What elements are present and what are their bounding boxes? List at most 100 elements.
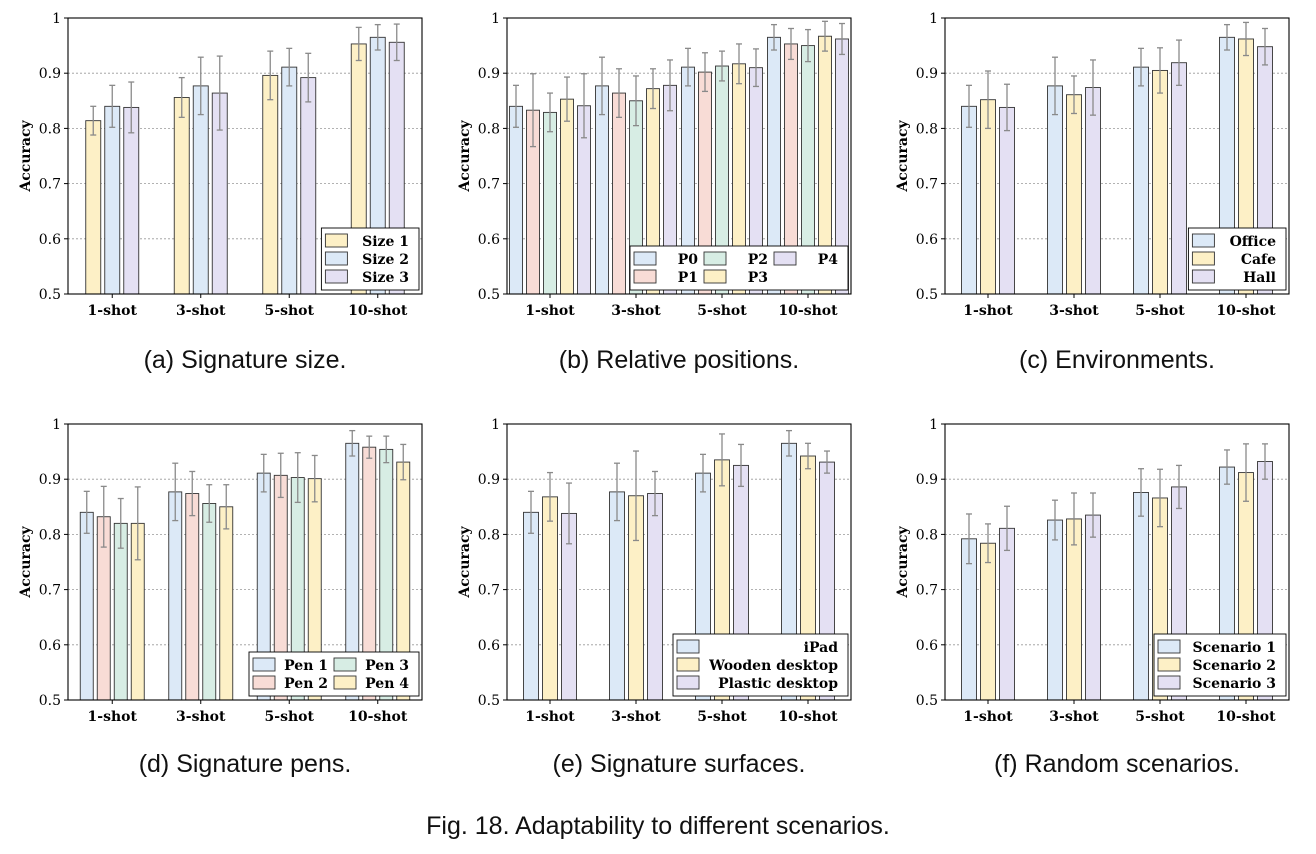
legend-label: Office: [1230, 234, 1277, 250]
x-tick-label: 3-shot: [1049, 303, 1099, 319]
y-axis-label: Accuracy: [457, 120, 473, 193]
y-tick-label: 0.6: [39, 232, 61, 248]
plot-frame: [67, 17, 423, 295]
bar: [113, 522, 128, 701]
subfigure-caption: (e) Signature surfaces.: [553, 750, 806, 778]
legend-swatch: [773, 251, 797, 266]
bar: [980, 542, 996, 701]
figure-caption: Fig. 18. Adaptability to different scena…: [426, 812, 890, 840]
legend-label: Hall: [1243, 270, 1276, 286]
bar: [104, 105, 121, 295]
y-tick-label: 0.8: [916, 121, 938, 137]
legend-swatch: [703, 251, 727, 266]
bar: [1047, 519, 1063, 701]
y-tick-label: 1: [929, 417, 938, 433]
y-axis-label: Accuracy: [895, 526, 911, 599]
y-tick-label: 1: [929, 11, 938, 27]
plot-frame: [506, 423, 852, 701]
bar: [192, 85, 209, 295]
bar: [123, 106, 140, 295]
y-axis-label: Accuracy: [18, 526, 34, 599]
y-tick-label: 0.7: [39, 583, 61, 599]
y-tick-label: 0.9: [916, 472, 938, 488]
legend-label: Cafe: [1241, 252, 1276, 268]
plot-frame: [944, 17, 1290, 295]
bar: [168, 491, 183, 701]
legend: Scenario 1 Scenario 2 Scenario 3: [1153, 633, 1287, 697]
bar: [262, 74, 279, 295]
legend-label: Scenario 3: [1193, 676, 1276, 692]
bar: [612, 92, 626, 295]
legend-label: Wooden desktop: [708, 658, 838, 674]
y-tick-label: 0.6: [916, 232, 938, 248]
y-tick-label: 0.6: [916, 638, 938, 654]
x-tick-label: 5-shot: [697, 709, 747, 725]
bar: [281, 66, 298, 295]
legend-swatch: [1191, 233, 1215, 248]
y-tick-label: 0.9: [478, 66, 500, 82]
bar: [1085, 87, 1101, 295]
y-tick-label: 0.7: [39, 177, 61, 193]
legend-label: Pen 3: [365, 658, 409, 674]
legend: Pen 1 Pen 2 Pen 3 Pen 4: [248, 651, 420, 697]
legend-swatch: [324, 269, 348, 284]
y-tick-label: 0.5: [916, 693, 938, 709]
x-tick-label: 10-shot: [778, 303, 838, 319]
x-tick-label: 3-shot: [176, 709, 226, 725]
bar: [523, 511, 539, 701]
bar: [647, 493, 663, 701]
x-tick-label: 3-shot: [1049, 709, 1099, 725]
bar: [219, 506, 234, 701]
legend: Size 1 Size 2 Size 3: [320, 227, 420, 291]
legend-swatch: [324, 251, 348, 266]
x-tick-label: 5-shot: [265, 303, 315, 319]
subfigure-caption: (b) Relative positions.: [559, 346, 799, 374]
x-tick-label: 10-shot: [348, 303, 408, 319]
bar: [173, 97, 190, 295]
bar: [999, 527, 1015, 701]
legend-label: Scenario 2: [1193, 658, 1276, 674]
chart-panel: 0.5 0.6 0.7 0.8 0.9 1 1-shot 3-shot 5-shot 10-sho…: [18, 11, 423, 374]
subfigure-caption: (f) Random scenarios.: [994, 750, 1240, 778]
y-tick-label: 0.6: [478, 638, 500, 654]
bar: [542, 496, 558, 701]
legend-label: Pen 1: [284, 658, 328, 674]
chart-panel: 0.5 0.6 0.7 0.8 0.9 1 1-shot 3-shot 5-shot 10-sho…: [457, 11, 852, 374]
legend-swatch: [1157, 675, 1181, 690]
x-tick-label: 3-shot: [611, 303, 661, 319]
bar: [1133, 491, 1149, 701]
bar: [1171, 62, 1187, 295]
y-tick-label: 0.8: [39, 121, 61, 137]
x-tick-label: 1-shot: [963, 709, 1013, 725]
legend: Office Cafe Hall: [1187, 227, 1287, 291]
y-tick-label: 0.5: [478, 287, 500, 303]
legend-label: Pen 4: [365, 676, 409, 692]
y-tick-label: 1: [52, 11, 61, 27]
chart-panel: 0.5 0.6 0.7 0.8 0.9 1 1-shot 3-shot 5-shot 10-sho…: [18, 417, 423, 778]
legend-swatch: [676, 675, 700, 690]
bar: [202, 503, 217, 701]
legend-swatch: [1191, 269, 1215, 284]
y-axis-label: Accuracy: [457, 526, 473, 599]
x-tick-label: 10-shot: [1216, 709, 1276, 725]
plot-frame: [506, 17, 852, 295]
bar: [1066, 518, 1082, 701]
legend-box: [672, 633, 849, 697]
bar: [595, 85, 609, 295]
legend-label: Size 1: [362, 234, 409, 250]
bar: [1047, 85, 1063, 295]
y-tick-label: 0.8: [478, 121, 500, 137]
y-tick-label: 0.9: [916, 66, 938, 82]
legend: iPad Wooden desktop Plastic desktop: [672, 633, 849, 697]
x-tick-label: 5-shot: [697, 303, 747, 319]
chart-panel: 0.5 0.6 0.7 0.8 0.9 1 1-shot 3-shot 5-shot 10-sho…: [895, 417, 1290, 778]
y-tick-label: 0.8: [478, 527, 500, 543]
legend-swatch: [1157, 639, 1181, 654]
y-tick-label: 0.5: [39, 287, 61, 303]
bar: [300, 77, 317, 295]
y-axis-label: Accuracy: [895, 120, 911, 193]
bar: [1085, 514, 1101, 701]
bar: [961, 105, 977, 295]
y-tick-label: 0.6: [39, 638, 61, 654]
legend-swatch: [252, 675, 276, 690]
